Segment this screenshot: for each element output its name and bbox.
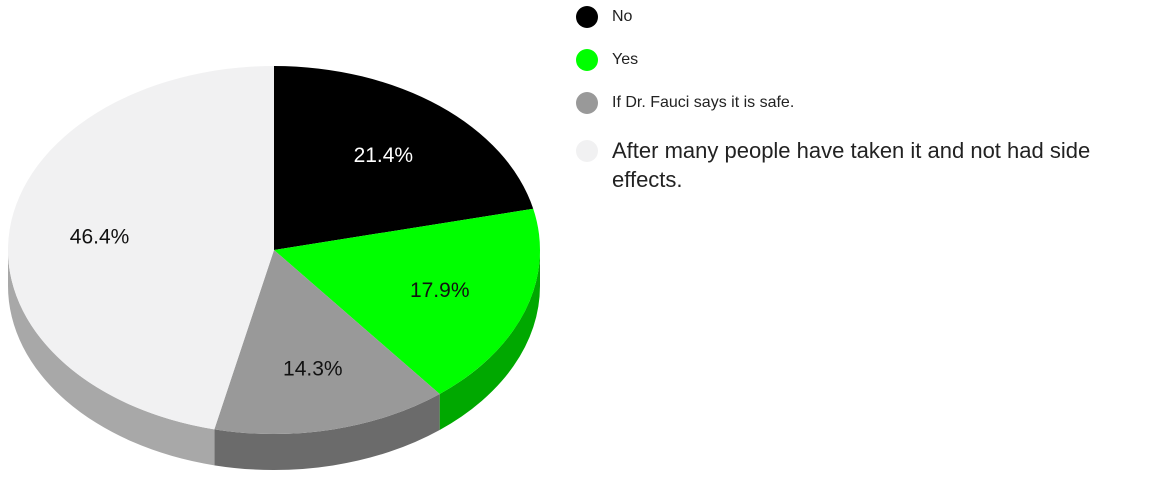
slice-3-top [214, 250, 440, 434]
legend-label: After many people have taken it and not … [612, 138, 1091, 192]
slice-3-side [214, 393, 440, 471]
slice-1-label: 21.4% [354, 144, 414, 167]
slice-4-top [7, 66, 274, 430]
pie-labels: 21.4% 17.9% 14.3% 46.4% [70, 144, 470, 380]
pie-chart: 21.4% 17.9% 14.3% 46.4% [7, 66, 540, 471]
legend-swatch [576, 6, 598, 28]
slice-3-label: 14.3% [283, 357, 343, 380]
legend-swatch [576, 140, 598, 162]
slice-2-side [439, 250, 540, 430]
legend-swatch [576, 92, 598, 114]
pie-top [7, 66, 540, 434]
legend-label: If Dr. Fauci says it is safe. [612, 94, 795, 111]
slice-4-label: 46.4% [70, 225, 130, 248]
legend-label: No [612, 8, 633, 25]
slice-1-top [274, 66, 534, 250]
legend-swatch [576, 49, 598, 71]
slice-4-side [8, 250, 215, 466]
pie-sides [8, 250, 540, 471]
legend-label: Yes [612, 51, 639, 68]
slice-2-label: 17.9% [410, 279, 470, 302]
slice-2-top [274, 208, 540, 394]
